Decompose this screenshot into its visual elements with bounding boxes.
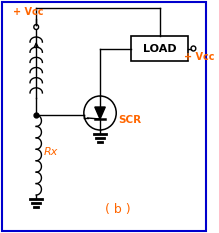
Text: LOAD: LOAD: [143, 44, 176, 54]
Text: + Vcc: + Vcc: [184, 52, 214, 62]
Polygon shape: [95, 107, 105, 119]
Text: SCR: SCR: [118, 115, 141, 125]
Text: ( b ): ( b ): [105, 203, 131, 216]
Text: + Vcc: + Vcc: [13, 7, 44, 17]
Bar: [131, 36, 188, 61]
Text: Rx: Rx: [44, 147, 58, 157]
